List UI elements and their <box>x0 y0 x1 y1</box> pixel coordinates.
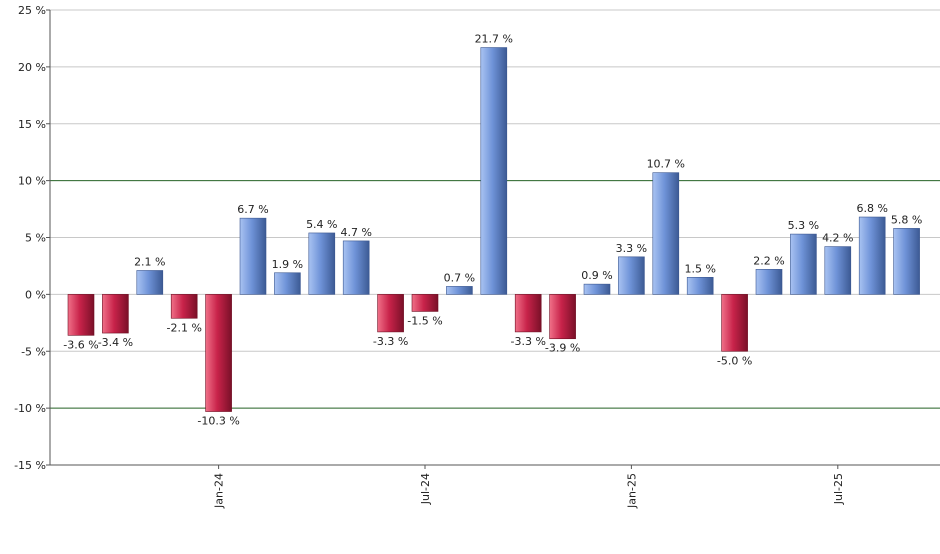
data-label: -10.3 % <box>197 415 239 428</box>
data-label: 2.1 % <box>134 255 165 268</box>
data-label: -3.4 % <box>98 336 133 349</box>
bar <box>824 246 852 295</box>
data-label: 1.5 % <box>684 262 715 275</box>
data-label: 6.7 % <box>237 203 268 216</box>
bar <box>446 286 473 295</box>
bar <box>205 294 232 412</box>
y-tick-label: -15 % <box>14 459 46 472</box>
data-label: -3.9 % <box>545 342 580 355</box>
data-label: -3.6 % <box>63 338 98 351</box>
x-tick-label: Jul-25 <box>832 473 845 505</box>
y-tick-label: 20 % <box>18 61 46 74</box>
data-label: 2.2 % <box>753 254 784 267</box>
data-label: 6.8 % <box>856 202 887 215</box>
bar <box>274 272 301 295</box>
bar <box>583 283 611 295</box>
bar <box>549 294 576 340</box>
data-label: 3.3 % <box>616 242 647 255</box>
bar <box>858 216 886 295</box>
bar <box>480 47 508 295</box>
data-label: -5.0 % <box>717 354 752 367</box>
x-tick-label: Jan-25 <box>625 473 638 509</box>
x-axis-ticks: Jan-24 Jul-24 Jan-25 Jul-25 <box>213 465 845 509</box>
bar <box>67 294 95 336</box>
data-label: 21.7 % <box>475 33 513 46</box>
axes <box>49 10 940 466</box>
data-label: 1.9 % <box>272 258 303 271</box>
bar <box>102 294 129 334</box>
bar <box>411 294 439 312</box>
data-label: 4.2 % <box>822 232 853 245</box>
y-tick-label: 10 % <box>18 175 46 188</box>
data-label: 0.7 % <box>444 271 475 284</box>
y-axis-ticks: 25 % 20 % 15 % 10 % 5 % 0 % -5 % -10 % -15 % <box>14 4 50 472</box>
bar <box>170 294 198 319</box>
bar <box>721 294 748 352</box>
data-labels: -3.6 %-3.4 % 2.1 % -2.1 % -10.3 % 6.7 % 1.9 %… <box>63 33 922 428</box>
bar <box>136 270 164 295</box>
bar <box>377 294 404 333</box>
data-label: -3.3 % <box>510 335 545 348</box>
data-label: -2.1 % <box>166 321 201 334</box>
y-tick-label: 25 % <box>18 4 46 17</box>
bar <box>790 233 817 295</box>
data-label: 5.8 % <box>891 213 922 226</box>
data-label: 5.4 % <box>306 218 337 231</box>
bar <box>618 256 645 295</box>
data-label: 10.7 % <box>647 158 685 171</box>
bar <box>652 172 680 295</box>
x-tick-label: Jul-24 <box>419 473 432 505</box>
data-label: 0.9 % <box>581 269 612 282</box>
bars <box>67 47 920 412</box>
x-tick-label: Jan-24 <box>213 473 226 509</box>
bar <box>893 228 920 295</box>
bar <box>755 269 783 295</box>
bar <box>342 240 370 295</box>
data-label: -1.5 % <box>407 314 442 327</box>
y-tick-label: -5 % <box>21 345 46 358</box>
data-label: 4.7 % <box>340 226 371 239</box>
data-label: -3.3 % <box>373 335 408 348</box>
y-tick-label: -10 % <box>14 402 46 415</box>
bar <box>514 294 542 333</box>
y-tick-label: 15 % <box>18 118 46 131</box>
bar <box>686 277 714 295</box>
y-tick-label: 5 % <box>25 232 46 245</box>
bar <box>239 217 267 295</box>
bar <box>308 232 336 295</box>
y-tick-label: 0 % <box>25 288 46 301</box>
data-label: 5.3 % <box>788 219 819 232</box>
